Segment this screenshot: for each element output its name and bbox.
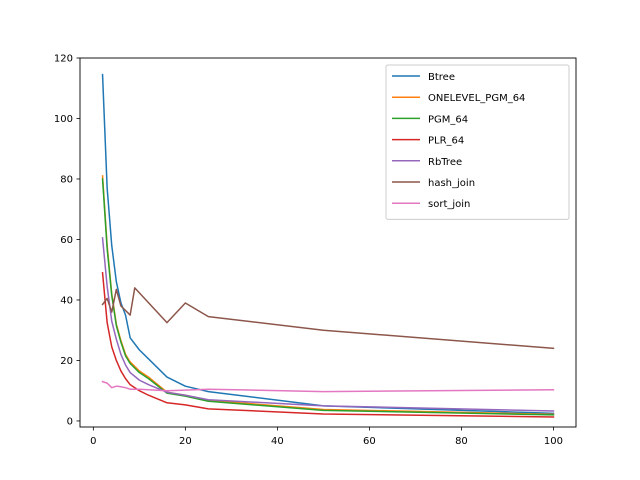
x-tick-label: 20 <box>179 436 192 447</box>
x-tick-label: 100 <box>544 436 563 447</box>
legend-label: hash_join <box>428 178 475 189</box>
y-tick-label: 20 <box>60 356 73 367</box>
series-line-hash-join <box>101 287 555 350</box>
series-line-btree <box>101 73 555 415</box>
x-tick-label: 40 <box>271 436 284 447</box>
legend-label: sort_join <box>428 199 470 210</box>
legend-label: PLR_64 <box>428 136 464 147</box>
y-tick-label: 60 <box>60 235 73 246</box>
x-axis: 0 20 40 60 80 100 <box>90 427 563 447</box>
y-tick-label: 80 <box>60 175 73 186</box>
legend-box <box>385 64 570 220</box>
legend-label: PGM_64 <box>428 114 468 125</box>
x-tick-label: 0 <box>90 436 96 447</box>
series-line-sort-join <box>101 380 555 393</box>
plot-area-frame <box>79 57 577 428</box>
x-tick-label: 80 <box>455 436 468 447</box>
y-tick-label: 40 <box>60 296 73 307</box>
y-tick-label: 0 <box>67 417 73 428</box>
series-line-plr-64 <box>101 271 555 418</box>
y-axis: 0 20 40 60 80 100 120 <box>54 54 80 428</box>
y-tick-label: 100 <box>54 114 73 125</box>
series-layer <box>101 73 555 418</box>
series-line-rbtree <box>101 237 555 412</box>
legend-label: ONELEVEL_PGM_64 <box>428 93 525 104</box>
legend-label: Btree <box>428 72 455 83</box>
series-line-pgm-64 <box>101 178 555 416</box>
y-tick-label: 120 <box>54 54 73 65</box>
x-tick-label: 60 <box>363 436 376 447</box>
legend: Btree ONELEVEL_PGM_64 PGM_64 PLR_64 RbTree ha… <box>385 64 570 220</box>
legend-label: RbTree <box>428 157 462 168</box>
